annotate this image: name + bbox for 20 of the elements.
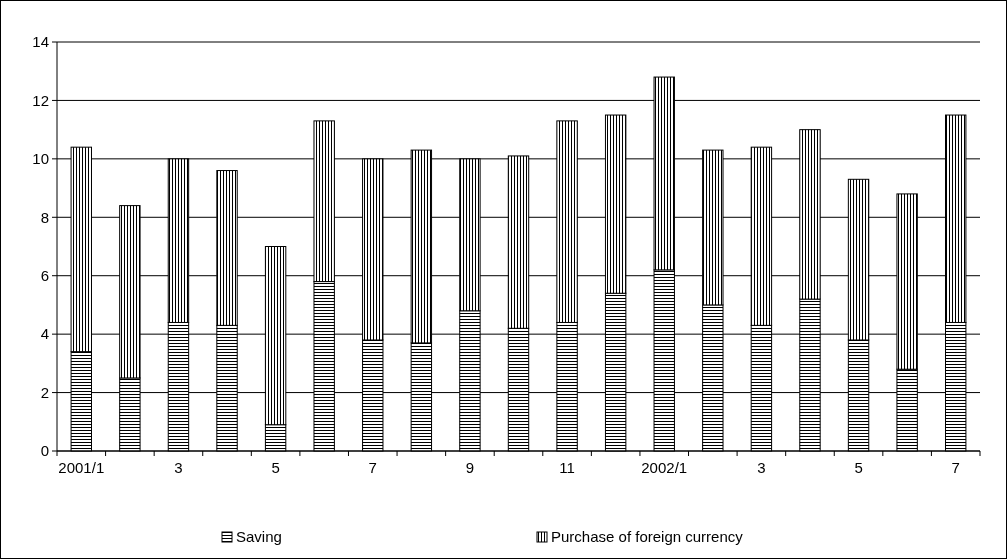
- x-tick-label: 11: [559, 459, 575, 476]
- x-tick-label: 9: [465, 459, 475, 476]
- y-tick-label: 8: [40, 208, 49, 226]
- y-tick-label: 12: [32, 91, 49, 109]
- y-tick-label: 10: [32, 150, 49, 168]
- x-tick-label: 2001/1: [58, 459, 105, 476]
- x-tick-label: 3: [757, 459, 766, 476]
- legend-label: Saving: [236, 528, 282, 546]
- x-tick-label: 3: [174, 459, 183, 476]
- x-tick-label: 5: [854, 459, 863, 476]
- x-tick-label: 7: [368, 459, 377, 476]
- y-tick-label: 0: [40, 442, 49, 460]
- y-tick-label: 14: [32, 33, 49, 51]
- x-tick-label: 2002/1: [641, 459, 688, 476]
- x-tick-label: 5: [271, 459, 280, 476]
- y-tick-label: 4: [40, 325, 49, 343]
- legend-label: Purchase of foreign currency: [551, 528, 744, 546]
- y-tick-label: 2: [40, 383, 49, 401]
- y-tick-label: 6: [40, 266, 49, 284]
- x-tick-label: 7: [951, 459, 960, 476]
